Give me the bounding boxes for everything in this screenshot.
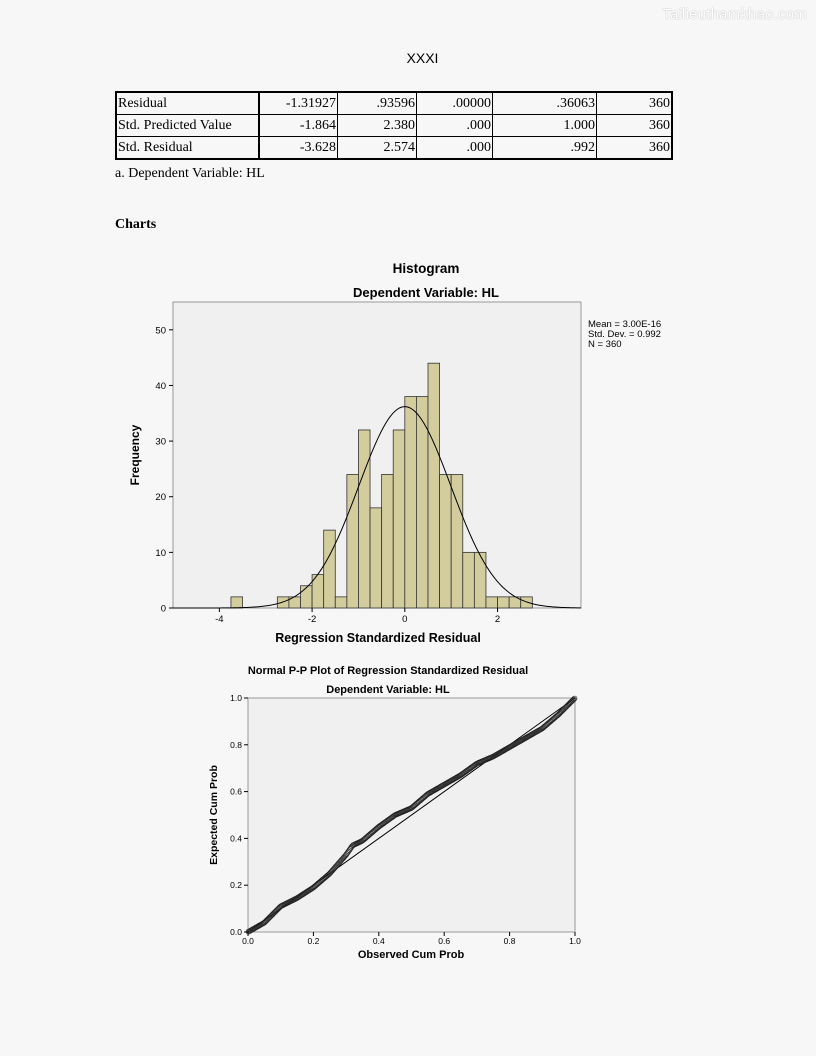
y-tick-label: 1.0	[230, 693, 242, 703]
pp-point	[389, 814, 395, 821]
pp-point	[382, 819, 389, 825]
table-row: Std. Predicted Value -1.864 2.380.000 1.000…	[115, 114, 673, 137]
legend-sd: Std. Dev. = 0.992	[588, 329, 661, 340]
table-cell: .992	[492, 136, 597, 160]
table-cell: -3.628	[258, 136, 338, 160]
pp-point	[384, 817, 391, 824]
pp-point	[459, 771, 465, 777]
y-tick-label: 0.2	[230, 880, 242, 890]
pp-subtitle: Dependent Variable: HL	[326, 684, 450, 696]
y-tick-label: 0.8	[230, 740, 242, 750]
pp-point	[571, 695, 578, 702]
pp-point	[263, 917, 270, 924]
pp-point	[570, 696, 577, 703]
pp-point	[383, 818, 390, 824]
watermark: Tailieuthamkhao.com	[662, 6, 807, 23]
pp-x-label: Observed Cum Prob	[358, 949, 465, 961]
histogram-bar	[450, 474, 464, 609]
pp-point	[378, 822, 384, 828]
pp-point	[376, 823, 383, 830]
y-tick-label: 0.0	[230, 927, 242, 937]
table-footnote: a. Dependent Variable: HL	[115, 166, 265, 181]
y-tick-label: 40	[155, 381, 166, 392]
histogram-x-label: Regression Standardized Residual	[275, 631, 481, 645]
x-tick-label: 0.0	[242, 936, 254, 946]
table-cell: 360	[596, 114, 673, 137]
row-label: Std. Residual	[115, 136, 260, 160]
histogram-subtitle: Dependent Variable: HL	[353, 285, 499, 300]
normal-curve	[173, 406, 582, 609]
pp-point	[386, 816, 393, 822]
histogram-y-label: Frequency	[128, 424, 142, 485]
pp-point	[379, 821, 385, 828]
table-cell: 360	[596, 136, 673, 160]
y-tick-label: 0.6	[230, 787, 242, 797]
table-cell: .000	[416, 114, 493, 137]
histogram-title: Histogram	[393, 261, 460, 276]
pp-point	[462, 768, 469, 775]
pp-point	[464, 767, 471, 774]
x-tick-label: 0.2	[307, 936, 319, 946]
pp-point	[380, 821, 386, 827]
section-heading: Charts	[115, 217, 157, 232]
x-tick-label: 0.6	[438, 936, 450, 946]
y-tick-label: 30	[155, 437, 166, 448]
pp-point	[458, 772, 464, 778]
table-row: Residual -1.31927.93596.00000.36063 360	[115, 91, 673, 115]
pp-point	[468, 764, 474, 771]
pp-point	[469, 764, 475, 770]
pp-point	[461, 769, 468, 776]
y-tick-label: 20	[155, 492, 166, 503]
page-number: XXXI	[406, 50, 439, 66]
histogram-bar	[323, 529, 336, 609]
x-tick-label: 1.0	[569, 936, 581, 946]
x-tick-label: 0.8	[504, 936, 516, 946]
legend-mean: Mean = 3.00E-16	[588, 319, 661, 330]
pp-point	[326, 871, 333, 877]
x-tick-label: -2	[308, 614, 316, 625]
legend-n: N = 360	[588, 339, 622, 350]
pp-point	[377, 822, 383, 829]
pp-point	[460, 770, 467, 776]
pp-point	[381, 819, 388, 826]
y-tick-label: 0	[161, 604, 166, 615]
pp-point	[569, 697, 576, 704]
pp-y-label: Expected Cum Prob	[208, 765, 220, 865]
pp-point	[388, 815, 394, 821]
pp-point	[465, 766, 472, 773]
pp-title: Normal P-P Plot of Regression Standardiz…	[248, 665, 528, 677]
histogram-bars	[230, 362, 533, 609]
x-tick-label: 2	[495, 614, 500, 625]
table-cell: .00000	[416, 91, 493, 115]
x-tick-label: -4	[215, 614, 223, 625]
row-label: Std. Predicted Value	[115, 114, 260, 137]
pp-points	[245, 695, 578, 935]
table-cell: 2.574	[337, 136, 417, 160]
table-cell: .000	[416, 136, 493, 160]
pp-point	[460, 770, 466, 777]
histogram-bar	[473, 551, 487, 609]
table-cell: 2.380	[337, 114, 417, 137]
y-tick-label: 10	[155, 548, 166, 559]
y-tick-label: 0.4	[230, 833, 242, 843]
y-tick-label: 50	[155, 325, 166, 336]
pp-point	[381, 820, 387, 826]
pp-point	[387, 815, 393, 822]
pp-point	[470, 763, 476, 770]
pp-point	[385, 817, 392, 823]
pp-point	[423, 792, 430, 798]
residual-statistics-table: Residual -1.31927.93596.00000.36063 360 Std…	[115, 91, 673, 160]
x-tick-label: 0.4	[373, 936, 385, 946]
pp-point	[463, 768, 470, 774]
table-cell: 1.000	[492, 114, 597, 137]
pp-point	[466, 766, 472, 772]
pp-point	[467, 765, 473, 772]
x-tick-label: 0	[402, 614, 407, 625]
table-row: Std. Residual -3.628 2.574.000.992 360	[115, 136, 673, 160]
pp-point	[470, 763, 477, 769]
